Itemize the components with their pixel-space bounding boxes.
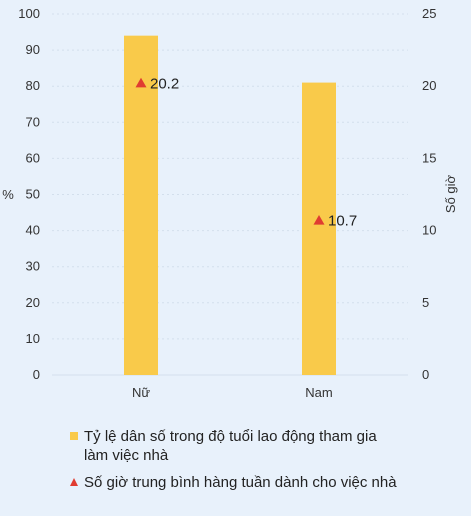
bars (124, 35, 336, 375)
right-tick-label: 25 (422, 6, 436, 21)
left-axis-title: % (2, 187, 14, 202)
category-label: Nữ (132, 385, 150, 400)
legend-item-marker: Số giờ trung bình hàng tuần dành cho việ… (70, 473, 400, 492)
left-tick-label: 40 (26, 223, 40, 238)
left-tick-label: 30 (26, 259, 40, 274)
combo-chart: 0 10 20 30 40 50 60 70 80 90 100 0 5 10 15 20 25 20.2 10… (2, 6, 458, 400)
legend-label-bar: Tỷ lệ dân số trong độ tuổi lao động tham… (84, 428, 377, 464)
legend-item-bar: Tỷ lệ dân số trong độ tuổi lao động tham… (70, 427, 400, 465)
legend-label-marker: Số giờ trung bình hàng tuần dành cho việ… (84, 474, 397, 491)
right-tick-label: 5 (422, 295, 429, 310)
right-axis-ticks: 0 5 10 15 20 25 (422, 6, 436, 382)
left-tick-label: 10 (26, 331, 40, 346)
right-axis-title: Số giờ (443, 174, 458, 213)
data-label: 20.2 (150, 75, 179, 92)
category-labels: Nữ Nam (132, 385, 333, 400)
triangle-marker (135, 77, 147, 88)
data-label: 10.7 (328, 212, 357, 229)
left-tick-label: 0 (33, 367, 40, 382)
gridlines (52, 13, 408, 376)
bar (302, 82, 336, 375)
triangle-marker (313, 214, 325, 225)
right-tick-label: 20 (422, 78, 436, 93)
left-tick-label: 70 (26, 114, 40, 129)
left-tick-label: 90 (26, 42, 40, 57)
left-tick-label: 100 (18, 6, 40, 21)
right-tick-label: 10 (422, 223, 436, 238)
left-tick-label: 20 (26, 295, 40, 310)
markers: 20.2 10.7 (135, 75, 357, 229)
legend-square-icon (70, 432, 78, 440)
left-axis-ticks: 0 10 20 30 40 50 60 70 80 90 100 (18, 6, 40, 382)
left-tick-label: 80 (26, 78, 40, 93)
right-tick-label: 0 (422, 367, 429, 382)
category-label: Nam (305, 385, 332, 400)
legend-triangle-icon (70, 478, 78, 486)
left-tick-label: 60 (26, 150, 40, 165)
legend: Tỷ lệ dân số trong độ tuổi lao động tham… (70, 427, 400, 500)
left-tick-label: 50 (26, 187, 40, 202)
right-tick-label: 15 (422, 150, 436, 165)
bar (124, 35, 158, 375)
